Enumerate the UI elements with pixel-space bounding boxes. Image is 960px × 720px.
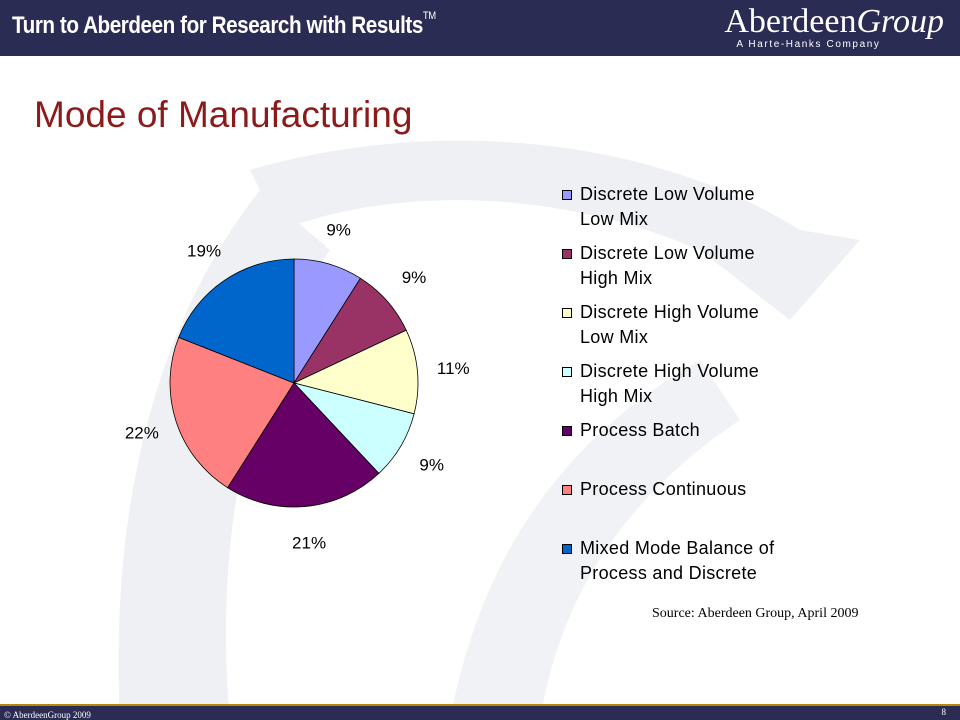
logo-subtitle: A Harte-Hanks Company	[736, 39, 881, 50]
legend-label: Discrete Low Volume High Mix	[580, 241, 820, 291]
legend-label-line: High Mix	[580, 386, 653, 406]
legend-label-line: High Mix	[580, 268, 653, 288]
legend-label: Discrete Low Volume Low Mix	[580, 182, 820, 232]
legend-label-line: Discrete Low Volume	[580, 184, 755, 204]
header-tagline: Turn to Aberdeen for Research with Resul…	[12, 10, 436, 39]
pie-data-label: 9%	[402, 268, 427, 287]
slide-title: Mode of Manufacturing	[34, 94, 413, 135]
legend-label-line: Process Continuous	[580, 479, 747, 499]
legend-label-line: Discrete High Volume	[580, 302, 760, 322]
page-number: 8	[941, 707, 947, 717]
pie-data-label: 21%	[292, 533, 326, 552]
legend-label-line: Process and Discrete	[580, 563, 758, 583]
copyright: © AberdeenGroup 2009	[4, 710, 91, 720]
legend-swatch	[562, 485, 572, 495]
legend-label-line: Mixed Mode Balance of	[580, 538, 775, 558]
legend-swatch	[562, 426, 572, 436]
legend-label-line: Low Mix	[580, 209, 649, 229]
legend-swatch	[562, 190, 572, 200]
header-bar: Turn to Aberdeen for Research with Resul…	[0, 0, 960, 56]
legend-label-line: Discrete Low Volume	[580, 243, 755, 263]
pie-slice	[169, 336, 295, 489]
legend-label: Discrete High Volume Low Mix	[580, 300, 820, 350]
source-note: Source: Aberdeen Group, April 2009	[652, 606, 859, 621]
pie-slice	[227, 382, 380, 508]
legend-label: Process Continuous	[580, 477, 820, 502]
legend-label: Process Batch	[580, 418, 820, 443]
pie-slice	[292, 329, 419, 415]
legend-swatch	[562, 367, 572, 377]
legend-swatch	[562, 308, 572, 318]
aberdeen-logo: AberdeenGroup A Harte-Hanks Company	[724, 3, 944, 51]
legend-label-line: Process Batch	[580, 420, 700, 440]
pie-slice	[178, 258, 295, 384]
legend-label: Discrete High Volume High Mix	[580, 359, 820, 409]
legend-label: Mixed Mode Balance of Process and Discret…	[580, 536, 820, 586]
pie-data-label: 22%	[125, 423, 159, 442]
legend-label-line: Low Mix	[580, 327, 649, 347]
footer-bar	[0, 706, 960, 720]
legend-label-line: Discrete High Volume	[580, 361, 760, 381]
pie-data-label: 9%	[419, 455, 444, 474]
pie-data-label: 11%	[437, 359, 470, 378]
legend-swatch	[562, 544, 572, 554]
legend-swatch	[562, 249, 572, 259]
footer-rule	[0, 704, 960, 706]
pie-data-label: 9%	[326, 220, 351, 239]
pie-data-label: 19%	[187, 242, 221, 261]
